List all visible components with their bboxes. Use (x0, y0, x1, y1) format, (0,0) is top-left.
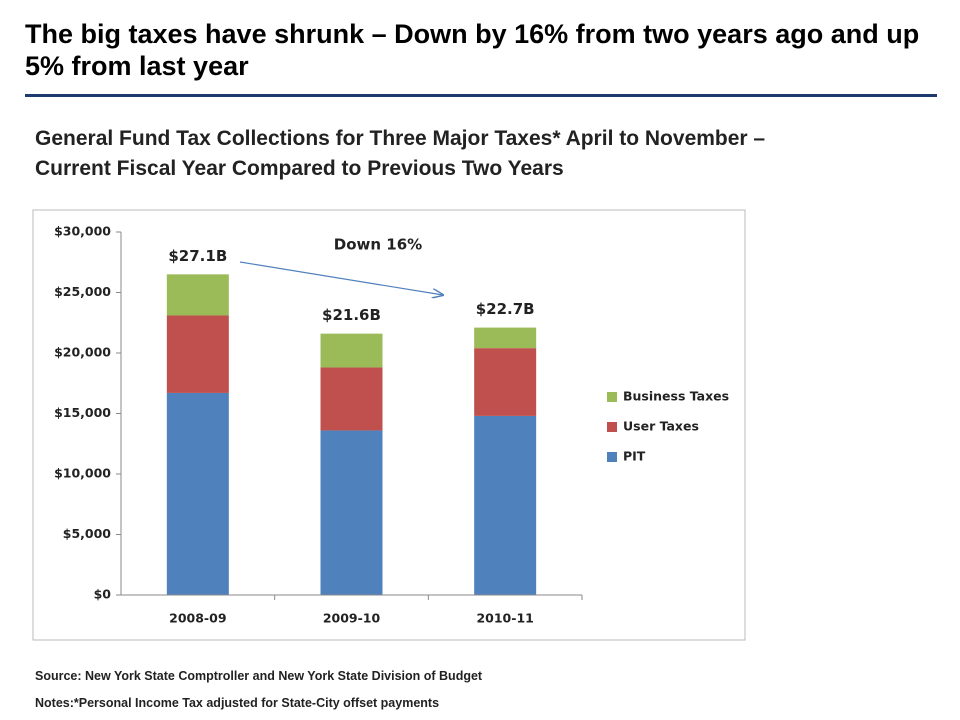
y-tick-label: $10,000 (54, 466, 111, 481)
legend-swatch (607, 422, 617, 432)
chart-frame (32, 209, 746, 641)
x-tick-label: 2010-11 (476, 611, 533, 626)
source-note: Source: New York State Comptroller and N… (35, 669, 483, 683)
legend-swatch (607, 392, 617, 402)
chart-title: General Fund Tax Collections for Three M… (35, 127, 766, 180)
bar-segment (166, 274, 229, 316)
annotation-arrow (239, 261, 443, 295)
bar-segment (474, 348, 537, 416)
total-label: $21.6B (322, 306, 381, 324)
legend-label: PIT (623, 449, 646, 464)
annotation: Down 16% (334, 236, 422, 254)
x-tick-label: 2008-09 (169, 611, 226, 626)
slide-title: The big taxes have shrunk – Down by 16% … (25, 19, 920, 81)
y-tick-label: $0 (94, 587, 112, 602)
x-tick-label: 2009-10 (323, 611, 381, 626)
bar-segment (320, 367, 383, 431)
bar-segment (320, 333, 383, 368)
y-tick-label: $5,000 (63, 526, 112, 541)
legend-swatch (607, 452, 617, 462)
total-label: $22.7B (476, 300, 535, 318)
bar-segment (320, 430, 383, 595)
title-rule (25, 94, 937, 97)
y-tick-label: $25,000 (54, 284, 111, 299)
bar-segment (166, 392, 229, 595)
bar-segment (166, 315, 229, 393)
y-tick-label: $30,000 (54, 224, 111, 239)
total-label: $27.1B (168, 247, 227, 265)
bar-segment (474, 415, 537, 595)
legend-label: User Taxes (623, 419, 699, 434)
y-tick-label: $15,000 (54, 405, 111, 420)
bar-segment (474, 327, 537, 349)
notes: Notes:*Personal Income Tax adjusted for … (35, 696, 440, 710)
legend-label: Business Taxes (623, 389, 729, 404)
y-tick-label: $20,000 (54, 345, 111, 360)
